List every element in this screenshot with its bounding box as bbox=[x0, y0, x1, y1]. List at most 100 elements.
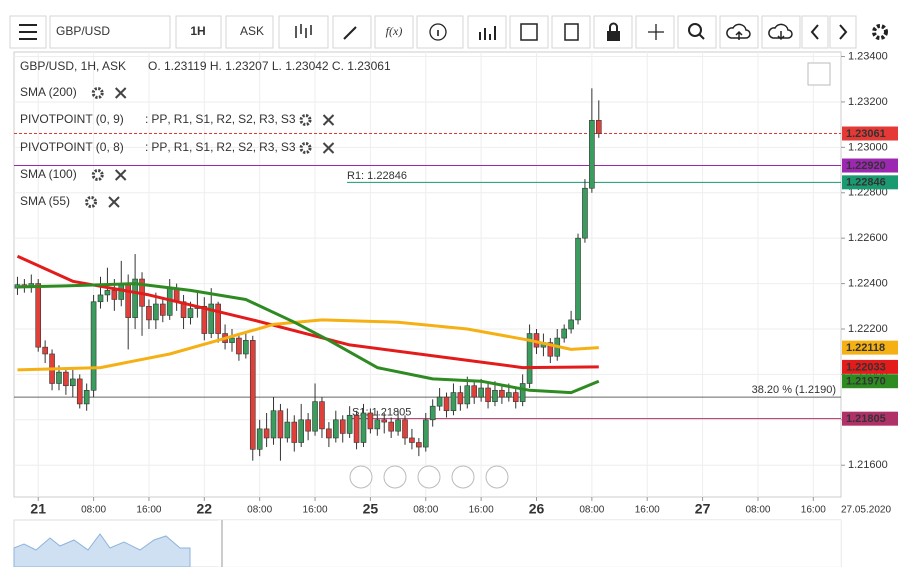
zoom-out[interactable] bbox=[383, 465, 407, 489]
fullscreen-button[interactable] bbox=[807, 62, 831, 86]
symbol-select[interactable] bbox=[49, 15, 171, 49]
candle-body bbox=[63, 371, 69, 387]
function-text: f(x) bbox=[386, 24, 403, 38]
scroll-left[interactable] bbox=[349, 465, 373, 489]
price-tag bbox=[842, 175, 898, 190]
candle-body bbox=[561, 328, 567, 339]
candle-body bbox=[367, 412, 374, 430]
chart-type-button[interactable] bbox=[278, 15, 329, 49]
candle-body bbox=[305, 419, 311, 432]
y-tick-label: 1.23200 bbox=[848, 96, 888, 108]
candle-body bbox=[56, 371, 62, 384]
lock-icon bbox=[607, 31, 620, 41]
price-side-select[interactable] bbox=[225, 15, 274, 49]
pivot-level-name: PP bbox=[151, 140, 167, 154]
candle-body bbox=[298, 419, 305, 443]
legend-entry[interactable]: PIVOTPOINT (0, 9) bbox=[20, 112, 124, 126]
zoom-button[interactable] bbox=[677, 15, 717, 49]
next-button[interactable] bbox=[829, 15, 857, 49]
zoom-controls bbox=[349, 465, 509, 489]
candle-body bbox=[471, 385, 478, 398]
pivot-level-separator: , bbox=[210, 140, 213, 154]
candle-body bbox=[450, 392, 457, 412]
settings-icon[interactable] bbox=[91, 169, 104, 181]
legend-entry[interactable]: SMA (55) bbox=[20, 194, 70, 208]
candle-body bbox=[208, 303, 215, 334]
calendar-button[interactable] bbox=[509, 15, 549, 49]
pivot-level-separator: , bbox=[253, 140, 256, 154]
legend-entry[interactable]: SMA (100) bbox=[20, 167, 77, 181]
candle-body bbox=[277, 410, 284, 439]
pivot-level-separator: , bbox=[253, 112, 256, 126]
candle-body bbox=[104, 290, 111, 296]
interval-select[interactable] bbox=[175, 15, 222, 49]
pivot-level-name: S2 bbox=[238, 140, 253, 154]
axes: 1.216001.218001.220001.222001.224001.226… bbox=[30, 50, 898, 517]
candle-body bbox=[201, 305, 208, 334]
candle-body bbox=[319, 401, 325, 430]
pivot-level-separator: , bbox=[167, 112, 170, 126]
settings-icon[interactable] bbox=[91, 87, 104, 99]
x-tick-label: 08:00 bbox=[247, 505, 272, 516]
download-icon bbox=[768, 23, 793, 41]
candle-body bbox=[443, 396, 450, 412]
settings-icon[interactable] bbox=[299, 114, 312, 126]
y-tick-label: 1.23400 bbox=[848, 50, 888, 62]
candle-body bbox=[589, 120, 595, 189]
x-tick-label: 27 bbox=[695, 501, 711, 517]
interval-text: 1H bbox=[190, 24, 205, 38]
x-tick-label: 16:00 bbox=[303, 505, 328, 516]
settings-icon[interactable] bbox=[299, 142, 312, 154]
volume-button[interactable] bbox=[467, 15, 507, 49]
x-tick-label: 16:00 bbox=[635, 505, 660, 516]
toolbar: GBP/USD 1H ASK f(x) bbox=[9, 15, 888, 49]
pivot-level-name: R3 bbox=[259, 140, 275, 154]
settings-icon[interactable] bbox=[85, 196, 98, 208]
pivot-level-name: S2 bbox=[238, 112, 253, 126]
settings-icon[interactable] bbox=[872, 24, 888, 40]
candle-body bbox=[346, 414, 353, 434]
candle-body bbox=[582, 187, 588, 239]
prev-button[interactable] bbox=[801, 15, 829, 49]
candle-body bbox=[291, 421, 298, 443]
info-icon bbox=[429, 23, 447, 41]
crosshair-icon bbox=[648, 24, 664, 40]
candle-body bbox=[229, 337, 235, 343]
remove-icon[interactable] bbox=[114, 169, 127, 181]
candle-body bbox=[256, 428, 263, 450]
function-button[interactable] bbox=[374, 15, 414, 49]
pivot-level-separator: , bbox=[210, 112, 213, 126]
legend-entry[interactable]: SMA (200) bbox=[20, 85, 77, 99]
pivot-level-separator: , bbox=[189, 140, 192, 154]
info-button[interactable] bbox=[416, 15, 464, 49]
candle-body bbox=[132, 278, 138, 318]
legend-entry[interactable]: PIVOTPOINT (0, 8) bbox=[20, 140, 124, 154]
sma-line bbox=[17, 282, 600, 395]
candle-body bbox=[388, 421, 394, 432]
candle-body bbox=[409, 437, 415, 443]
remove-icon[interactable] bbox=[322, 114, 335, 126]
navigator-window bbox=[218, 520, 841, 567]
candle-body bbox=[478, 387, 484, 398]
candle-body bbox=[492, 389, 498, 402]
candle-body bbox=[575, 237, 581, 321]
candle-body bbox=[381, 419, 388, 423]
sma-line bbox=[17, 318, 599, 372]
candle-body bbox=[146, 305, 152, 321]
candle-body bbox=[312, 401, 318, 432]
remove-icon[interactable] bbox=[114, 87, 127, 99]
candle-body bbox=[512, 392, 519, 402]
date-label: 27.05.2020 bbox=[841, 505, 891, 516]
reset-zoom[interactable] bbox=[417, 465, 441, 489]
remove-icon[interactable] bbox=[108, 196, 120, 208]
zoom-in[interactable] bbox=[451, 465, 475, 489]
price-tag-label: 1.22033 bbox=[846, 361, 886, 373]
pivot-separator: : bbox=[145, 140, 148, 154]
print-button[interactable] bbox=[551, 15, 591, 49]
zoom-icon bbox=[688, 23, 702, 37]
scroll-right[interactable] bbox=[485, 465, 509, 489]
ohlc-text: O. 1.23119 H. 1.23207 L. 1.23042 C. 1.23… bbox=[148, 59, 391, 73]
candle-body bbox=[333, 419, 339, 439]
remove-icon[interactable] bbox=[322, 142, 335, 154]
